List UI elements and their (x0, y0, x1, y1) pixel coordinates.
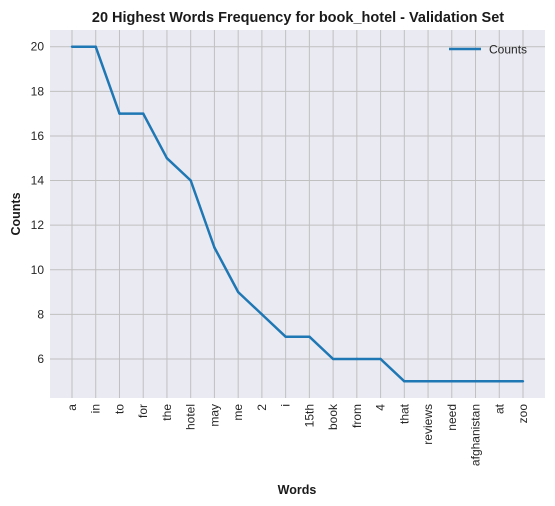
data-point (521, 380, 525, 383)
y-tick-label: 10 (31, 263, 45, 277)
x-tick-label: book (326, 403, 340, 430)
x-tick-label: from (350, 404, 364, 428)
data-point (94, 45, 97, 48)
data-point (70, 45, 74, 48)
data-point (379, 357, 382, 361)
data-point (189, 179, 192, 182)
x-tick-label: in (89, 404, 103, 413)
x-tick-label: 2 (255, 404, 269, 411)
data-point (355, 357, 359, 361)
plot-area (50, 30, 545, 398)
x-axis-label: Words (278, 483, 317, 497)
data-point (308, 335, 311, 338)
data-point (236, 290, 240, 294)
y-axis-label: Counts (9, 192, 23, 235)
x-tick-label: me (231, 404, 245, 421)
data-point (118, 112, 121, 115)
data-point (450, 380, 453, 383)
x-tick-label: 4 (374, 404, 388, 411)
y-tick-label: 12 (31, 218, 45, 232)
series-line-counts (72, 45, 523, 383)
x-tick-labels: a in to for the hotel may me 2 i 15th book from 4 that… (65, 403, 530, 466)
data-point (142, 112, 145, 115)
data-point (213, 246, 216, 249)
y-tick-label: 8 (37, 307, 44, 321)
data-point (498, 380, 501, 383)
x-tick-label: to (112, 404, 126, 414)
y-tick-label: 6 (37, 352, 44, 366)
data-point (165, 157, 169, 160)
x-tick-label: a (65, 404, 79, 411)
legend: Counts (449, 43, 527, 57)
x-tick-label: may (207, 404, 221, 427)
data-point (331, 357, 335, 361)
chart-title: 20 Highest Words Frequency for book_hote… (92, 10, 504, 26)
y-tick-labels: 6 8 10 12 14 16 18 20 (31, 40, 45, 366)
x-tick-label: at (492, 403, 506, 414)
x-tick-label: zoo (516, 404, 530, 424)
y-tick-label: 20 (31, 40, 45, 54)
data-point (474, 380, 477, 383)
x-tick-label: for (136, 404, 150, 418)
y-gridlines (50, 46, 545, 360)
y-tick-label: 14 (31, 174, 45, 188)
y-tick-label: 18 (31, 84, 45, 98)
x-tick-label: reviews (421, 404, 435, 445)
series-layer (70, 45, 525, 383)
x-tick-label: afghanistan (469, 404, 483, 466)
x-tick-label: that (397, 403, 411, 424)
data-point (260, 313, 264, 316)
x-tick-label: 15th (302, 404, 316, 427)
data-point (426, 380, 430, 383)
x-tick-label: need (445, 404, 459, 431)
data-point (284, 335, 287, 338)
y-tick-label: 16 (31, 129, 45, 143)
data-point (403, 380, 406, 383)
x-tick-label: i (279, 404, 293, 407)
x-tick-label: hotel (184, 404, 198, 430)
legend-label: Counts (489, 43, 527, 57)
x-tick-label: the (160, 404, 174, 421)
